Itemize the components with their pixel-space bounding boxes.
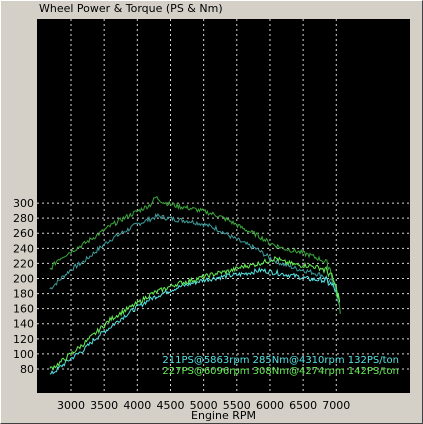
x-tick-label: 4500 (156, 399, 184, 412)
x-tick-label: 5000 (190, 399, 218, 412)
y-tick-label: 200 (13, 272, 34, 285)
x-tick-label: 4000 (123, 399, 151, 412)
y-tick-label: 140 (13, 318, 34, 331)
x-tick-label: 3000 (57, 399, 85, 412)
annotation-2: 227PS@6096rpm 308Nm@4274rpm 142PS/ton (162, 366, 399, 377)
y-tick-label: 220 (13, 257, 34, 270)
y-tick-label: 120 (13, 333, 34, 346)
annotation-1: 211PS@5863rpm 285Nm@4310rpm 132PS/ton (162, 355, 399, 366)
x-tick-label: 7000 (322, 399, 350, 412)
y-tick-label: 80 (20, 363, 34, 376)
series-line-4 (49, 255, 341, 371)
series-line-3 (49, 196, 341, 314)
y-tick-label: 180 (13, 288, 34, 301)
series-line-1 (49, 212, 341, 307)
x-tick-label: 3500 (90, 399, 118, 412)
x-tick-label: 6000 (256, 399, 284, 412)
y-tick-label: 260 (13, 227, 34, 240)
y-tick-label: 300 (13, 197, 34, 210)
x-axis-label: Engine RPM (191, 409, 256, 422)
chart-title: Wheel Power & Torque (PS & Nm) (39, 2, 223, 15)
plot-background (37, 19, 410, 393)
y-tick-label: 100 (13, 348, 34, 361)
y-tick-label: 160 (13, 303, 34, 316)
x-tick-label: 5500 (223, 399, 251, 412)
y-tick-label: 240 (13, 242, 34, 255)
y-tick-label: 280 (13, 212, 34, 225)
x-tick-label: 6500 (289, 399, 317, 412)
